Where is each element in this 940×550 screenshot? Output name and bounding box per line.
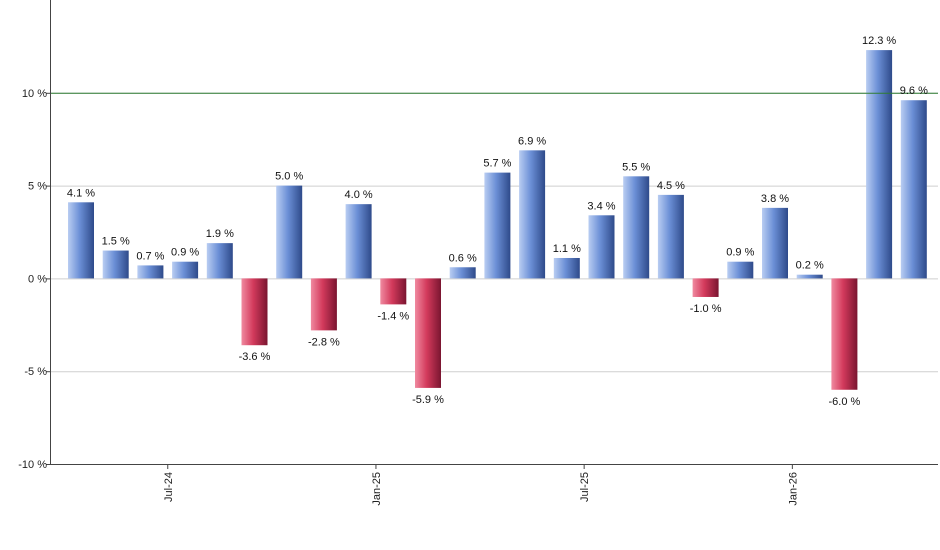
data-label: 9.6 % [900, 85, 928, 97]
data-label: 6.9 % [518, 135, 546, 147]
x-tick-label: Jul-24 [163, 472, 175, 502]
bar [415, 278, 441, 388]
bar [68, 202, 94, 279]
bar [310, 278, 337, 331]
data-label: 5.5 % [622, 161, 650, 173]
bar [762, 207, 788, 279]
bar [588, 215, 615, 279]
data-label: 5.0 % [275, 171, 303, 183]
x-tick-label: Jul-25 [579, 472, 591, 502]
data-label: -1.4 % [377, 310, 409, 322]
data-label: 0.9 % [171, 247, 199, 259]
bar [449, 267, 476, 279]
bar [206, 243, 233, 279]
x-tick-label: Jan-26 [787, 472, 799, 506]
bar [900, 100, 927, 279]
data-label: 0.9 % [726, 247, 754, 259]
data-label: 1.9 % [206, 228, 234, 240]
bar [276, 185, 303, 279]
bar [519, 150, 546, 279]
data-label: -5.9 % [412, 394, 444, 406]
axes [46, 0, 938, 469]
bar [345, 204, 372, 279]
data-label: 3.4 % [587, 200, 615, 212]
data-label: 4.1 % [67, 187, 95, 199]
bar [553, 257, 580, 279]
bar [866, 50, 893, 279]
bar [657, 194, 684, 279]
bar [172, 261, 199, 279]
data-label: 0.2 % [796, 260, 824, 272]
data-label: -3.6 % [239, 351, 271, 363]
data-label: 4.0 % [345, 189, 373, 201]
bar [137, 265, 164, 279]
data-label: 0.6 % [449, 252, 477, 264]
y-tick-label: -10 % [18, 459, 47, 471]
bar [380, 278, 407, 305]
data-label: -2.8 % [308, 336, 340, 348]
data-label: -1.0 % [690, 303, 722, 315]
x-tick-label: Jan-25 [371, 472, 383, 506]
bar [796, 274, 823, 279]
bar [727, 261, 754, 279]
data-label: 0.7 % [136, 250, 164, 262]
y-tick-label: 10 % [22, 88, 47, 100]
labels: 10 % 5 % 0 % -5 % -10 % Jul-24 Jan-25 Jul-25 Jan… [18, 35, 928, 506]
bar [241, 278, 268, 346]
data-label: 12.3 % [862, 35, 896, 47]
bar [831, 278, 858, 390]
bar [692, 278, 719, 297]
bar [484, 172, 511, 279]
bar [623, 176, 650, 279]
y-tick-label: 0 % [28, 273, 47, 285]
data-label: 3.8 % [761, 193, 789, 205]
data-label: 5.7 % [483, 158, 511, 170]
y-tick-label: -5 % [24, 366, 47, 378]
data-label: 4.5 % [657, 180, 685, 192]
data-label: 1.1 % [553, 243, 581, 255]
y-tick-label: 5 % [28, 181, 47, 193]
data-label: 1.5 % [102, 236, 130, 248]
data-label: -6.0 % [829, 396, 861, 408]
bars [68, 50, 927, 390]
bar [102, 250, 129, 279]
